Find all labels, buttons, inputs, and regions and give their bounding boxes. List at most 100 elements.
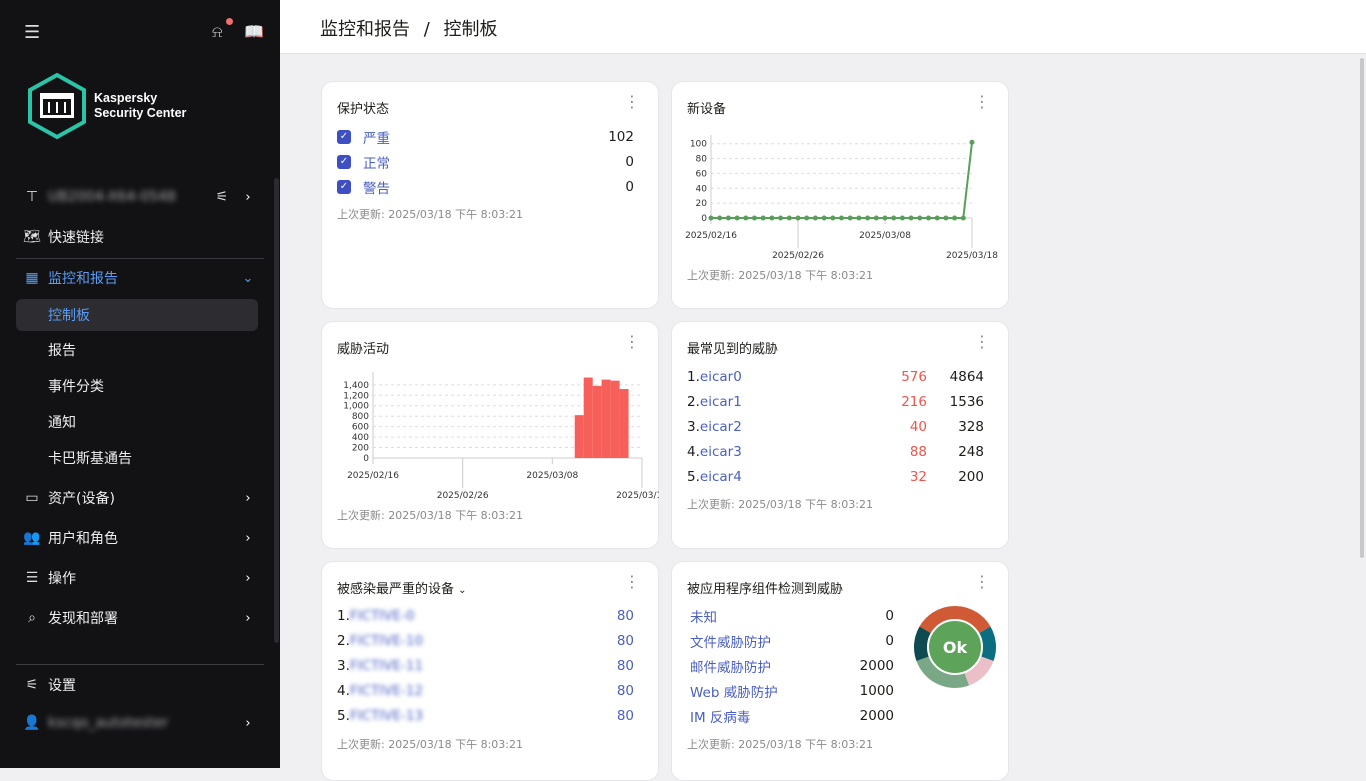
y-tick-label: 100 bbox=[690, 140, 707, 150]
more-options-icon[interactable]: ⋮ bbox=[624, 572, 640, 591]
breadcrumb-item[interactable]: 监控和报告 bbox=[320, 19, 410, 40]
checkbox[interactable]: ✓ bbox=[337, 180, 351, 194]
more-options-icon[interactable]: ⋮ bbox=[974, 92, 990, 111]
sidebar-item-operations[interactable]: ☰ 操作 › bbox=[16, 562, 258, 594]
checkbox[interactable]: ✓ bbox=[337, 155, 351, 169]
threat-row: 5. eicar4 32 200 bbox=[687, 469, 984, 485]
component-row: Web 威胁防护 1000 bbox=[690, 683, 894, 701]
chevron-right-icon: › bbox=[245, 570, 251, 586]
checkbox[interactable]: ✓ bbox=[337, 130, 351, 144]
threat-activity-widget: 威胁活动 ⋮ 0 200 400 600 800 1,000 1,200 1,400 2025/… bbox=[321, 321, 659, 549]
more-options-icon[interactable]: ⋮ bbox=[624, 332, 640, 351]
notification-badge bbox=[226, 18, 233, 25]
widget-title: 威胁活动 bbox=[337, 342, 390, 357]
widget-title: 新设备 bbox=[687, 102, 727, 117]
sidebar-item-notifications[interactable]: 通知 bbox=[48, 415, 76, 431]
x-tick-label: 2025/03/08 bbox=[526, 471, 578, 481]
bar bbox=[592, 385, 602, 458]
user-menu[interactable]: 👤 kscqo_autotester › bbox=[16, 707, 258, 739]
x-tick-label: 2025/02/26 bbox=[772, 251, 824, 261]
y-tick-label: 40 bbox=[696, 184, 708, 194]
brand-name: Kaspersky Security Center bbox=[94, 91, 187, 120]
y-tick-label: 0 bbox=[701, 214, 707, 224]
sidebar-item-discovery[interactable]: ⌕ 发现和部署 › bbox=[16, 602, 258, 634]
data-point bbox=[778, 215, 784, 221]
data-point bbox=[934, 215, 940, 221]
new-devices-widget: 新设备 ⋮ 0 20 40 60 80 100 2025/02/16 2025/02/26 20… bbox=[671, 81, 1009, 309]
donut-segment bbox=[978, 626, 996, 662]
data-point bbox=[743, 215, 749, 221]
y-tick-label: 60 bbox=[696, 169, 708, 179]
data-point bbox=[891, 215, 897, 221]
top-threats-widget: 最常见到的威胁 ⋮ 上次更新: 2025/03/18 下午 8:03:21 1.… bbox=[671, 321, 1009, 549]
sidebar-item-reports[interactable]: 报告 bbox=[48, 343, 76, 359]
breadcrumb-current: 控制板 bbox=[443, 19, 498, 40]
more-options-icon[interactable]: ⋮ bbox=[974, 332, 990, 351]
sidebar-item-kaspersky-announcements[interactable]: 卡巴斯基通告 bbox=[48, 451, 132, 467]
y-tick-label: 1,000 bbox=[343, 402, 369, 412]
sidebar-item-settings[interactable]: ⚟ 设置 bbox=[16, 669, 258, 701]
widget-title: 保护状态 bbox=[337, 102, 390, 117]
chevron-right-icon: › bbox=[245, 715, 251, 731]
threat-row: 3. eicar2 40 328 bbox=[687, 419, 984, 435]
data-point bbox=[908, 215, 914, 221]
y-tick-label: 1,400 bbox=[343, 381, 369, 391]
data-point bbox=[873, 215, 879, 221]
data-point bbox=[717, 215, 723, 221]
data-point bbox=[752, 215, 757, 221]
bar bbox=[610, 380, 620, 458]
menu-icon[interactable]: ☰ bbox=[24, 22, 41, 43]
data-point bbox=[943, 215, 949, 221]
filter-settings-icon[interactable]: ⚟ bbox=[215, 189, 229, 205]
sidebar-item-event-selections[interactable]: 事件分类 bbox=[48, 379, 104, 395]
x-tick-label: 2025/03/08 bbox=[859, 231, 911, 241]
notification-bell-icon[interactable]: ⍾ bbox=[212, 22, 223, 41]
bar bbox=[619, 389, 629, 458]
book-icon[interactable]: 📖 bbox=[244, 22, 264, 41]
component-row: 文件威胁防护 0 bbox=[690, 633, 894, 651]
data-point bbox=[725, 215, 731, 221]
main-scrollbar[interactable] bbox=[1358, 54, 1366, 768]
server-selector[interactable]: ⊤ UB2004-X64-0548 ⚟ › bbox=[16, 181, 258, 213]
dashboard-icon: ▦ bbox=[25, 270, 39, 286]
user-icon: 👤 bbox=[23, 715, 41, 731]
sidebar-item-assets[interactable]: ▭ 资产(设备) › bbox=[16, 482, 258, 514]
server-icon: ⊤ bbox=[25, 189, 39, 205]
bar bbox=[601, 379, 611, 458]
data-point bbox=[812, 215, 818, 221]
sidebar: ☰ ⍾ 📖 Kaspersky Security Center ⊤ UB2004-X… bbox=[0, 0, 280, 768]
settings-icon: ⚟ bbox=[25, 677, 39, 693]
bar bbox=[574, 415, 584, 458]
sidebar-item-monitoring[interactable]: ▦ 监控和报告 ⌄ bbox=[16, 262, 258, 294]
sidebar-item-dashboard[interactable]: 控制板 bbox=[16, 299, 258, 331]
divider bbox=[16, 258, 264, 259]
x-tick-label: 2025/02/16 bbox=[685, 231, 737, 241]
divider bbox=[16, 664, 264, 665]
donut-segment bbox=[916, 655, 970, 688]
device-row: 2. FICTIVE-10 80 bbox=[337, 633, 634, 649]
most-infected-devices-widget: 被感染最严重的设备 ⌄ ⋮ 上次更新: 2025/03/18 下午 8:03:2… bbox=[321, 561, 659, 781]
sidebar-item-quick-links[interactable]: 🗺 快速链接 bbox=[16, 221, 258, 253]
device-row: 5. FICTIVE-13 80 bbox=[337, 708, 634, 724]
data-point bbox=[917, 215, 923, 221]
last-updated: 上次更新: 2025/03/18 下午 8:03:21 bbox=[687, 498, 874, 511]
chevron-right-icon: › bbox=[245, 530, 251, 546]
y-tick-label: 400 bbox=[352, 433, 369, 443]
status-row-critical: ✓ 严重 102 bbox=[337, 127, 634, 147]
y-tick-label: 800 bbox=[352, 412, 369, 422]
status-donut: Ok bbox=[914, 606, 996, 688]
sidebar-scrollbar[interactable] bbox=[274, 178, 279, 643]
data-point bbox=[839, 215, 844, 221]
data-point bbox=[960, 215, 966, 221]
widget-title: 被应用程序组件检测到威胁 bbox=[687, 582, 844, 597]
sidebar-item-users-roles[interactable]: 👥 用户和角色 › bbox=[16, 522, 258, 554]
widget-title[interactable]: 被感染最严重的设备 ⌄ bbox=[337, 582, 467, 597]
more-options-icon[interactable]: ⋮ bbox=[624, 92, 640, 111]
threats-by-component-widget: 被应用程序组件检测到威胁 ⋮ Ok 上次更新: 2025/03/18 下午 8:… bbox=[671, 561, 1009, 781]
search-icon: ⌕ bbox=[28, 610, 36, 626]
device-row: 4. FICTIVE-12 80 bbox=[337, 683, 634, 699]
chevron-right-icon: › bbox=[245, 610, 251, 626]
y-tick-label: 0 bbox=[363, 454, 369, 464]
more-options-icon[interactable]: ⋮ bbox=[974, 572, 990, 591]
device-row: 3. FICTIVE-11 80 bbox=[337, 658, 634, 674]
